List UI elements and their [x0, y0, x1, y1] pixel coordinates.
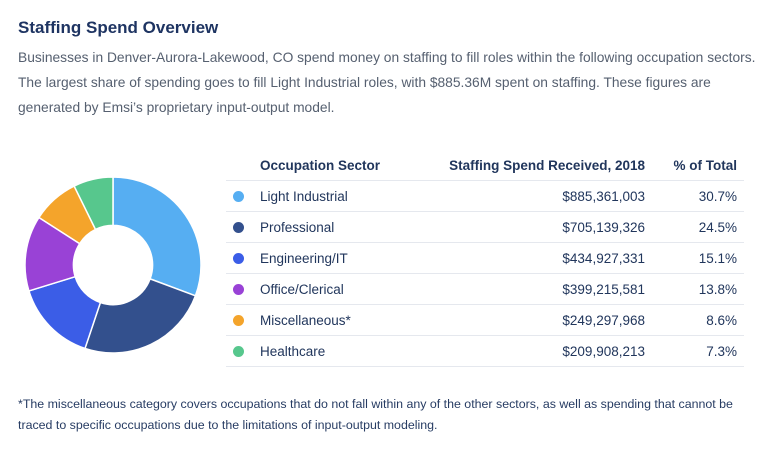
- page-title: Staffing Spend Overview: [18, 18, 219, 37]
- table-row: Light Industrial $885,361,003 30.7%: [226, 181, 744, 212]
- legend-dot: [233, 283, 244, 295]
- footnote-text: *The miscellaneous category covers occup…: [18, 397, 733, 432]
- col-occupation-sector: Occupation Sector: [260, 157, 381, 173]
- pct-value: 13.8%: [698, 281, 737, 297]
- donut-segment-healthcare[interactable]: [73, 176, 114, 231]
- pct-value: 7.3%: [706, 343, 737, 359]
- spend-value: $705,139,326: [562, 219, 645, 235]
- col-pct-of-total: % of Total: [673, 157, 738, 173]
- occupation-sector-table: Occupation Sector Staffing Spend Receive…: [226, 150, 744, 367]
- description-text: Businesses in Denver-Aurora-Lakewood, CO…: [18, 50, 756, 115]
- legend-dot: [233, 221, 244, 233]
- legend-dot: [233, 252, 244, 264]
- donut-chart-svg: [24, 176, 202, 354]
- sector-label: Office/Clerical: [260, 281, 344, 297]
- spend-value: $249,297,968: [562, 312, 645, 328]
- sector-label: Miscellaneous*: [260, 312, 351, 328]
- pct-value: 8.6%: [706, 312, 737, 328]
- table-row: Healthcare $209,908,213 7.3%: [226, 336, 744, 367]
- legend-dot: [233, 314, 244, 326]
- spend-value: $399,215,581: [562, 281, 645, 297]
- legend-dot: [233, 190, 244, 202]
- sector-label: Healthcare: [260, 343, 326, 359]
- pct-value: 24.5%: [698, 219, 737, 235]
- pct-value: 15.1%: [698, 250, 737, 266]
- table-row: Professional $705,139,326 24.5%: [226, 212, 744, 243]
- table-row: Office/Clerical $399,215,581 13.8%: [226, 274, 744, 305]
- sector-label: Light Industrial: [260, 188, 348, 204]
- spend-value: $209,908,213: [562, 343, 645, 359]
- donut-segment-light-industrial[interactable]: [112, 176, 202, 297]
- table-row: Engineering/IT $434,927,331 15.1%: [226, 243, 744, 274]
- table-row: Miscellaneous* $249,297,968 8.6%: [226, 305, 744, 336]
- table-header-row: Occupation Sector Staffing Spend Receive…: [226, 150, 744, 181]
- sector-label: Professional: [260, 219, 335, 235]
- donut-segment-professional[interactable]: [84, 278, 197, 354]
- spend-value: $885,361,003: [562, 188, 645, 204]
- pct-value: 30.7%: [698, 188, 737, 204]
- sector-label: Engineering/IT: [260, 250, 348, 266]
- staffing-spend-donut-chart: [24, 176, 202, 354]
- legend-dot: [233, 345, 244, 357]
- col-staffing-spend: Staffing Spend Received, 2018: [449, 157, 645, 173]
- spend-value: $434,927,331: [562, 250, 645, 266]
